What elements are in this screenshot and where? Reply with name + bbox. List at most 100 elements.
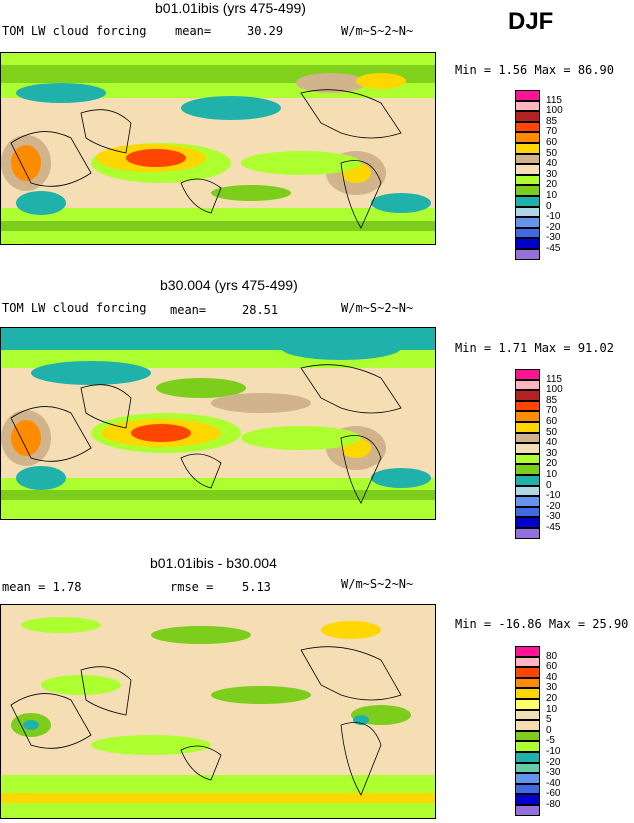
colorbar-swatch — [515, 217, 540, 228]
mean-value: 30.29 — [247, 24, 284, 38]
colorbar-swatch — [515, 153, 540, 165]
mean-value: 28.51 — [242, 303, 279, 317]
colorbar-swatch — [515, 752, 540, 763]
colorbar-label: 100 — [546, 105, 563, 117]
colorbar-label: -45 — [546, 522, 561, 533]
contour-map-graphic — [1, 605, 435, 818]
mean-label: mean= — [170, 303, 207, 317]
colorbar-label: 5 — [546, 714, 552, 726]
colorbar-label: 20 — [546, 693, 558, 704]
colorbar-label: 10 — [546, 469, 558, 480]
colorbar-swatch — [515, 111, 540, 122]
colorbar-swatch — [515, 443, 540, 454]
colorbar-swatch — [515, 227, 540, 239]
colorbar-legend: 80 60 40 30 20 10 5 0 -5 -10 -20 -30 -40 -60 -80 — [515, 646, 575, 816]
colorbar-swatch — [515, 174, 540, 186]
colorbar-swatch — [515, 506, 540, 518]
colorbar-swatch — [515, 485, 540, 497]
colorbar-label: -60 — [546, 788, 561, 800]
colorbar-label: -10 — [546, 211, 561, 223]
season-label: DJF — [508, 8, 554, 35]
panel-title: b01.01ibis - b30.004 — [150, 555, 277, 571]
colorbar-label: 40 — [546, 158, 558, 170]
colorbar-label: 0 — [546, 200, 552, 212]
colorbar-swatch — [515, 783, 540, 795]
diff-mean-label: mean = 1.78 — [2, 580, 82, 594]
colorbar-swatch — [515, 773, 540, 784]
colorbar-swatch — [515, 400, 540, 412]
colorbar-label: 50 — [546, 426, 558, 438]
colorbar-swatch — [515, 688, 540, 699]
colorbar-swatch — [515, 720, 540, 731]
colorbar-swatch — [515, 794, 540, 805]
units-label: W/m~S~2~N~ — [341, 577, 414, 591]
colorbar-label: 80 — [546, 650, 558, 662]
contour-map-graphic — [1, 53, 435, 244]
colorbar-label: 115 — [546, 94, 562, 106]
units-label: W/m~S~2~N~ — [341, 301, 414, 315]
colorbar-swatch — [515, 432, 540, 444]
colorbar-legend: 115 100 85 70 60 50 40 30 20 10 0 -10 -20 -30 -45 — [515, 90, 575, 260]
colorbar-swatch — [515, 464, 540, 475]
colorbar-label: 60 — [546, 137, 558, 148]
colorbar-swatch — [515, 517, 540, 528]
colorbar-label: -80 — [546, 799, 561, 810]
colorbar-swatch — [515, 90, 540, 101]
colorbar-label: 100 — [546, 384, 563, 396]
colorbar-label: -5 — [546, 735, 555, 747]
panel-title: b30.004 (yrs 475-499) — [160, 277, 298, 293]
units-label: W/m~S~2~N~ — [341, 24, 414, 38]
colorbar-swatch — [515, 249, 540, 260]
colorbar-label: 30 — [546, 682, 558, 694]
colorbar-label: 70 — [546, 126, 558, 138]
colorbar-label: 60 — [546, 416, 558, 427]
colorbar-swatch — [515, 185, 540, 196]
colorbar-swatch — [515, 656, 540, 668]
colorbar-swatch — [515, 677, 540, 689]
colorbar-swatch — [515, 379, 540, 391]
colorbar-label: 60 — [546, 661, 558, 673]
colorbar-label: 40 — [546, 437, 558, 449]
colorbar-label: 70 — [546, 405, 558, 417]
colorbar-swatch — [515, 741, 540, 752]
colorbar-swatch — [515, 667, 540, 678]
colorbar-swatch — [515, 164, 540, 175]
panel-title: b01.01ibis (yrs 475-499) — [155, 0, 306, 16]
colorbar-label: 30 — [546, 168, 558, 180]
colorbar-swatch — [515, 762, 540, 774]
colorbar-label: -20 — [546, 221, 561, 233]
colorbar-swatch — [515, 709, 540, 721]
colorbar-label: -30 — [546, 511, 561, 523]
min-max-stats: Min = 1.56 Max = 86.90 — [455, 63, 614, 77]
colorbar-swatch — [515, 206, 540, 218]
field-label: TOM LW cloud forcing — [2, 301, 147, 315]
colorbar-legend: 115 100 85 70 60 50 40 30 20 10 0 -10 -20 -30 -45 — [515, 369, 575, 539]
contour-map-graphic — [1, 328, 435, 519]
colorbar-label: 20 — [546, 179, 558, 191]
colorbar-label: -30 — [546, 232, 561, 244]
colorbar-label: 85 — [546, 394, 558, 406]
colorbar-swatch — [515, 528, 540, 539]
colorbar-swatch — [515, 390, 540, 401]
colorbar-swatch — [515, 411, 540, 422]
global-contour-map — [0, 327, 436, 520]
colorbar-label: -45 — [546, 243, 561, 254]
colorbar-label: 85 — [546, 115, 558, 127]
colorbar-swatch — [515, 496, 540, 507]
colorbar-swatch — [515, 238, 540, 249]
colorbar-label: 20 — [546, 458, 558, 470]
colorbar-label: -40 — [546, 777, 561, 789]
colorbar-swatch — [515, 730, 540, 742]
colorbar-label: -30 — [546, 767, 561, 779]
colorbar-label: -10 — [546, 746, 561, 757]
global-contour-map — [0, 604, 436, 819]
colorbar-label: 10 — [546, 703, 558, 715]
global-contour-map — [0, 52, 436, 245]
min-max-stats: Min = 1.71 Max = 91.02 — [455, 341, 614, 355]
colorbar-swatch — [515, 143, 540, 154]
mean-label: mean= — [175, 24, 212, 38]
colorbar-swatch — [515, 475, 540, 486]
colorbar-swatch — [515, 196, 540, 207]
field-label: TOM LW cloud forcing — [2, 24, 147, 38]
colorbar-label: 0 — [546, 479, 552, 491]
